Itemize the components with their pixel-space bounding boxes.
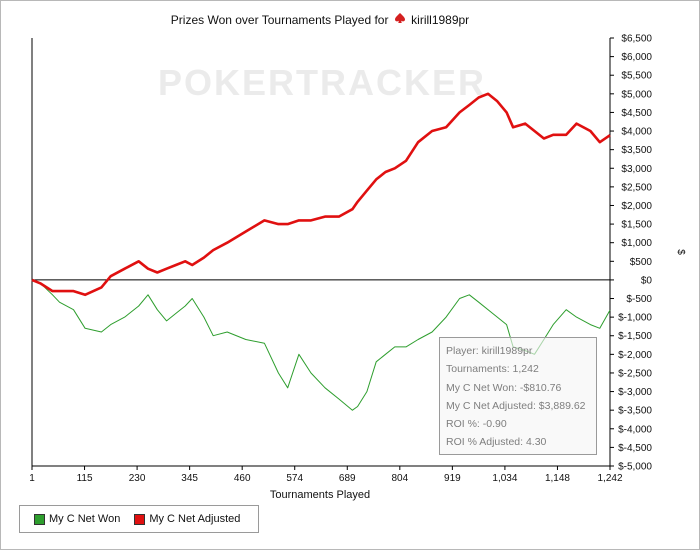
y-tick-label: $-3,000	[618, 387, 652, 398]
stats-tooltip: Player: kirill1989pr Tournaments: 1,242 …	[439, 337, 597, 455]
y-tick-label: $-500	[626, 294, 652, 305]
tooltip-net-adjusted: My C Net Adjusted: $3,889.62	[446, 399, 586, 412]
x-tick-label: 919	[444, 473, 461, 484]
y-tick-label: $-5,000	[618, 462, 652, 473]
x-tick-label: 345	[181, 473, 198, 484]
y-tick-label: $3,500	[621, 145, 652, 156]
x-tick-label: 1	[29, 473, 35, 484]
y-tick-label: $500	[630, 257, 653, 268]
y-tick-label: $2,000	[621, 201, 652, 212]
legend-label-net-won: My C Net Won	[49, 513, 121, 525]
legend-item-net-won[interactable]: My C Net Won	[34, 513, 120, 525]
watermark-text: POKERTRACKER	[158, 62, 486, 103]
chart-title: Prizes Won over Tournaments Played for k…	[0, 12, 640, 27]
y-tick-label: $4,000	[621, 127, 652, 138]
y-tick-label: $6,000	[621, 52, 652, 63]
x-tick-label: 460	[234, 473, 251, 484]
spade-icon	[394, 12, 406, 27]
y-tick-label: $-1,000	[618, 313, 652, 324]
y-tick-label: $-4,500	[618, 443, 652, 454]
y-tick-label: $-3,500	[618, 406, 652, 417]
y-tick-label: $-1,500	[618, 331, 652, 342]
tooltip-player: Player: kirill1989pr	[446, 345, 533, 357]
y-tick-label: $2,500	[621, 182, 652, 193]
y-tick-label: $1,000	[621, 238, 652, 249]
legend-swatch-net-adjusted	[134, 513, 146, 525]
x-tick-label: 230	[129, 473, 146, 484]
legend-item-net-adjusted[interactable]: My C Net Adjusted	[134, 513, 240, 525]
y-tick-label: $6,500	[621, 34, 652, 45]
y-tick-label: $1,500	[621, 220, 652, 231]
y-axis-label: $	[675, 249, 686, 255]
y-tick-label: $4,500	[621, 108, 652, 119]
x-tick-label: 115	[77, 473, 93, 484]
legend-label-net-adjusted: My C Net Adjusted	[149, 513, 241, 525]
y-tick-label: $5,000	[621, 89, 652, 100]
x-tick-label: 689	[339, 473, 356, 484]
legend-swatch-net-won	[34, 513, 45, 525]
y-tick-label: $0	[641, 275, 653, 286]
x-axis-label: Tournaments Played	[270, 489, 370, 501]
tooltip-tournaments: Tournaments: 1,242	[446, 363, 539, 376]
chart-axes: $6,500 $6,000 $5,500 $5,000 $4,500 $4,000 $3,5…	[29, 34, 652, 485]
x-tick-label: 1,242	[597, 473, 622, 484]
x-tick-label: 574	[286, 473, 303, 484]
tooltip-roi: ROI %: -0.90	[446, 418, 507, 431]
chart-legend: My C Net Won My C Net Adjusted	[19, 505, 259, 533]
y-tick-label: $5,500	[621, 71, 652, 82]
y-tick-label: $-2,000	[618, 350, 652, 361]
tooltip-roi-adjusted: ROI % Adjusted: 4.30	[446, 436, 547, 449]
chart-title-player: kirill1989pr	[411, 13, 470, 27]
tooltip-net-won: My C Net Won: -$810.76	[446, 381, 562, 394]
y-tick-label: $3,000	[621, 164, 652, 175]
y-tick-label: $-4,000	[618, 424, 652, 435]
chart-title-prefix: Prizes Won over Tournaments Played for	[170, 13, 389, 27]
series-line-net-adjusted	[31, 92, 611, 297]
x-tick-label: 1,034	[492, 473, 517, 484]
x-tick-label: 804	[391, 473, 408, 484]
x-tick-label: 1,148	[545, 473, 570, 484]
y-tick-label: $-2,500	[618, 368, 652, 379]
